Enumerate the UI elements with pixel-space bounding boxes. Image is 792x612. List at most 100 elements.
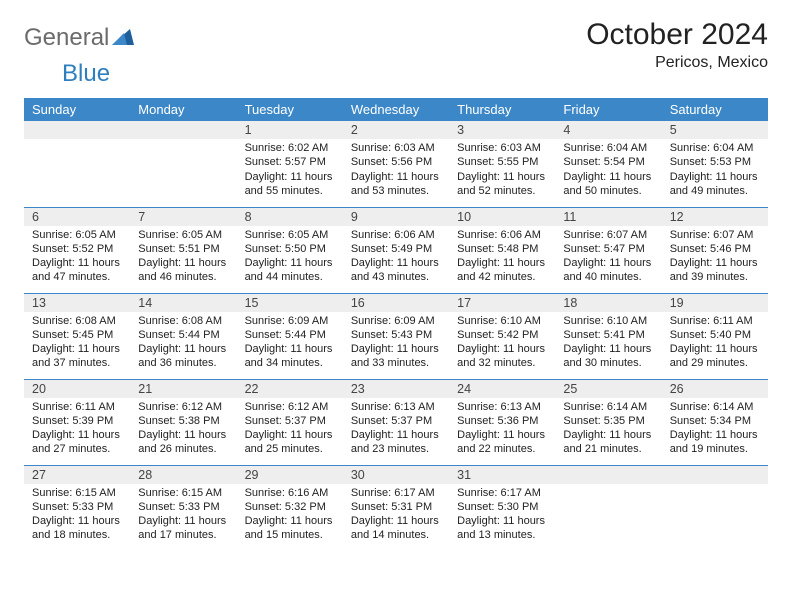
sunset-text: Sunset: 5:43 PM [351, 328, 441, 342]
day-number: 15 [237, 294, 343, 312]
calendar-cell: 23Sunrise: 6:13 AMSunset: 5:37 PMDayligh… [343, 379, 449, 465]
daylight-text: Daylight: 11 hours and 26 minutes. [138, 428, 228, 457]
day-body: Sunrise: 6:16 AMSunset: 5:32 PMDaylight:… [237, 484, 343, 547]
day-body: Sunrise: 6:03 AMSunset: 5:55 PMDaylight:… [449, 139, 555, 202]
day-body [555, 484, 661, 490]
day-body: Sunrise: 6:05 AMSunset: 5:50 PMDaylight:… [237, 226, 343, 289]
sunrise-text: Sunrise: 6:05 AM [138, 228, 228, 242]
location-label: Pericos, Mexico [586, 54, 768, 72]
day-body: Sunrise: 6:12 AMSunset: 5:38 PMDaylight:… [130, 398, 236, 461]
calendar-cell: 8Sunrise: 6:05 AMSunset: 5:50 PMDaylight… [237, 207, 343, 293]
sunrise-text: Sunrise: 6:03 AM [457, 141, 547, 155]
sunrise-text: Sunrise: 6:06 AM [351, 228, 441, 242]
sunrise-text: Sunrise: 6:15 AM [32, 486, 122, 500]
sunset-text: Sunset: 5:50 PM [245, 242, 335, 256]
day-body: Sunrise: 6:07 AMSunset: 5:46 PMDaylight:… [662, 226, 768, 289]
calendar-row: 1Sunrise: 6:02 AMSunset: 5:57 PMDaylight… [24, 121, 768, 207]
sunset-text: Sunset: 5:33 PM [32, 500, 122, 514]
calendar-head: SundayMondayTuesdayWednesdayThursdayFrid… [24, 98, 768, 121]
day-body: Sunrise: 6:15 AMSunset: 5:33 PMDaylight:… [130, 484, 236, 547]
sunrise-text: Sunrise: 6:05 AM [245, 228, 335, 242]
day-number: 19 [662, 294, 768, 312]
sunrise-text: Sunrise: 6:13 AM [351, 400, 441, 414]
day-body: Sunrise: 6:02 AMSunset: 5:57 PMDaylight:… [237, 139, 343, 202]
day-body: Sunrise: 6:08 AMSunset: 5:45 PMDaylight:… [24, 312, 130, 375]
calendar-cell: 1Sunrise: 6:02 AMSunset: 5:57 PMDaylight… [237, 121, 343, 207]
sunset-text: Sunset: 5:44 PM [138, 328, 228, 342]
sunset-text: Sunset: 5:53 PM [670, 155, 760, 169]
day-number: 30 [343, 466, 449, 484]
weekday-header: Friday [555, 98, 661, 121]
calendar-row: 6 Sunrise: 6:05 AM Sunset: 5:52 PM Daylight… [24, 207, 768, 293]
daylight-text: Daylight: 11 hours and 39 minutes. [670, 256, 760, 285]
day-body: Sunrise: 6:17 AMSunset: 5:30 PMDaylight:… [449, 484, 555, 547]
weekday-header: Tuesday [237, 98, 343, 121]
sunrise-text: Sunrise: 6:14 AM [563, 400, 653, 414]
sunrise-text: Sunrise: 6:10 AM [457, 314, 547, 328]
day-number [555, 466, 661, 484]
day-number: 6 [24, 208, 130, 226]
daylight-text: Daylight: 11 hours and 46 minutes. [138, 256, 228, 285]
day-number: 25 [555, 380, 661, 398]
calendar-cell: 20Sunrise: 6:11 AMSunset: 5:39 PMDayligh… [24, 379, 130, 465]
calendar-cell-empty [130, 121, 236, 207]
sunset-text: Sunset: 5:30 PM [457, 500, 547, 514]
sunset-text: Sunset: 5:36 PM [457, 414, 547, 428]
daylight-text: Daylight: 11 hours and 18 minutes. [32, 514, 122, 543]
day-number: 2 [343, 121, 449, 139]
daylight-text: Daylight: 11 hours and 21 minutes. [563, 428, 653, 457]
day-body: Sunrise: 6:14 AMSunset: 5:35 PMDaylight:… [555, 398, 661, 461]
daylight-text: Daylight: 11 hours and 44 minutes. [245, 256, 335, 285]
day-number: 31 [449, 466, 555, 484]
daylight-text: Daylight: 11 hours and 17 minutes. [138, 514, 228, 543]
weekday-header: Sunday [24, 98, 130, 121]
sunset-text: Sunset: 5:52 PM [32, 242, 122, 256]
calendar-cell: 13Sunrise: 6:08 AMSunset: 5:45 PMDayligh… [24, 293, 130, 379]
sunset-text: Sunset: 5:37 PM [351, 414, 441, 428]
daylight-text: Daylight: 11 hours and 52 minutes. [457, 170, 547, 199]
daylight-text: Daylight: 11 hours and 27 minutes. [32, 428, 122, 457]
day-body: Sunrise: 6:12 AMSunset: 5:37 PMDaylight:… [237, 398, 343, 461]
calendar-cell: 26Sunrise: 6:14 AMSunset: 5:34 PMDayligh… [662, 379, 768, 465]
month-title: October 2024 [586, 18, 768, 52]
sunset-text: Sunset: 5:35 PM [563, 414, 653, 428]
daylight-text: Daylight: 11 hours and 32 minutes. [457, 342, 547, 371]
calendar-cell: 19Sunrise: 6:11 AMSunset: 5:40 PMDayligh… [662, 293, 768, 379]
sunset-text: Sunset: 5:32 PM [245, 500, 335, 514]
title-block: October 2024 Pericos, Mexico [586, 18, 768, 72]
day-number: 4 [555, 121, 661, 139]
day-body: Sunrise: 6:11 AMSunset: 5:39 PMDaylight:… [24, 398, 130, 461]
daylight-text: Daylight: 11 hours and 55 minutes. [245, 170, 335, 199]
daylight-text: Daylight: 11 hours and 36 minutes. [138, 342, 228, 371]
calendar-cell: 2Sunrise: 6:03 AMSunset: 5:56 PMDaylight… [343, 121, 449, 207]
calendar-cell: 16Sunrise: 6:09 AMSunset: 5:43 PMDayligh… [343, 293, 449, 379]
day-number: 17 [449, 294, 555, 312]
daylight-text: Daylight: 11 hours and 49 minutes. [670, 170, 760, 199]
daylight-text: Daylight: 11 hours and 53 minutes. [351, 170, 441, 199]
logo-text-general: General [24, 24, 109, 52]
sunrise-text: Sunrise: 6:08 AM [32, 314, 122, 328]
day-number: 3 [449, 121, 555, 139]
calendar-cell: 18Sunrise: 6:10 AMSunset: 5:41 PMDayligh… [555, 293, 661, 379]
calendar-cell: 6Sunrise: 6:05 AMSunset: 5:52 PMDaylight… [24, 207, 130, 293]
sunrise-text: Sunrise: 6:17 AM [457, 486, 547, 500]
sunrise-text: Sunrise: 6:02 AM [245, 141, 335, 155]
sunrise-text: Sunrise: 6:04 AM [670, 141, 760, 155]
sunrise-text: Sunrise: 6:11 AM [32, 400, 122, 414]
day-number: 23 [343, 380, 449, 398]
sunrise-text: Sunrise: 6:09 AM [351, 314, 441, 328]
calendar-row: 27Sunrise: 6:15 AMSunset: 5:33 PMDayligh… [24, 465, 768, 551]
day-body [24, 139, 130, 145]
calendar-cell: 7Sunrise: 6:05 AMSunset: 5:51 PMDaylight… [130, 207, 236, 293]
day-body [662, 484, 768, 490]
logo: General [24, 18, 134, 52]
calendar-cell: 25Sunrise: 6:14 AMSunset: 5:35 PMDayligh… [555, 379, 661, 465]
daylight-text: Daylight: 11 hours and 33 minutes. [351, 342, 441, 371]
sunset-text: Sunset: 5:46 PM [670, 242, 760, 256]
daylight-text: Daylight: 11 hours and 22 minutes. [457, 428, 547, 457]
sunrise-text: Sunrise: 6:07 AM [563, 228, 653, 242]
day-number: 14 [130, 294, 236, 312]
day-number: 26 [662, 380, 768, 398]
daylight-text: Daylight: 11 hours and 19 minutes. [670, 428, 760, 457]
sunrise-text: Sunrise: 6:15 AM [138, 486, 228, 500]
